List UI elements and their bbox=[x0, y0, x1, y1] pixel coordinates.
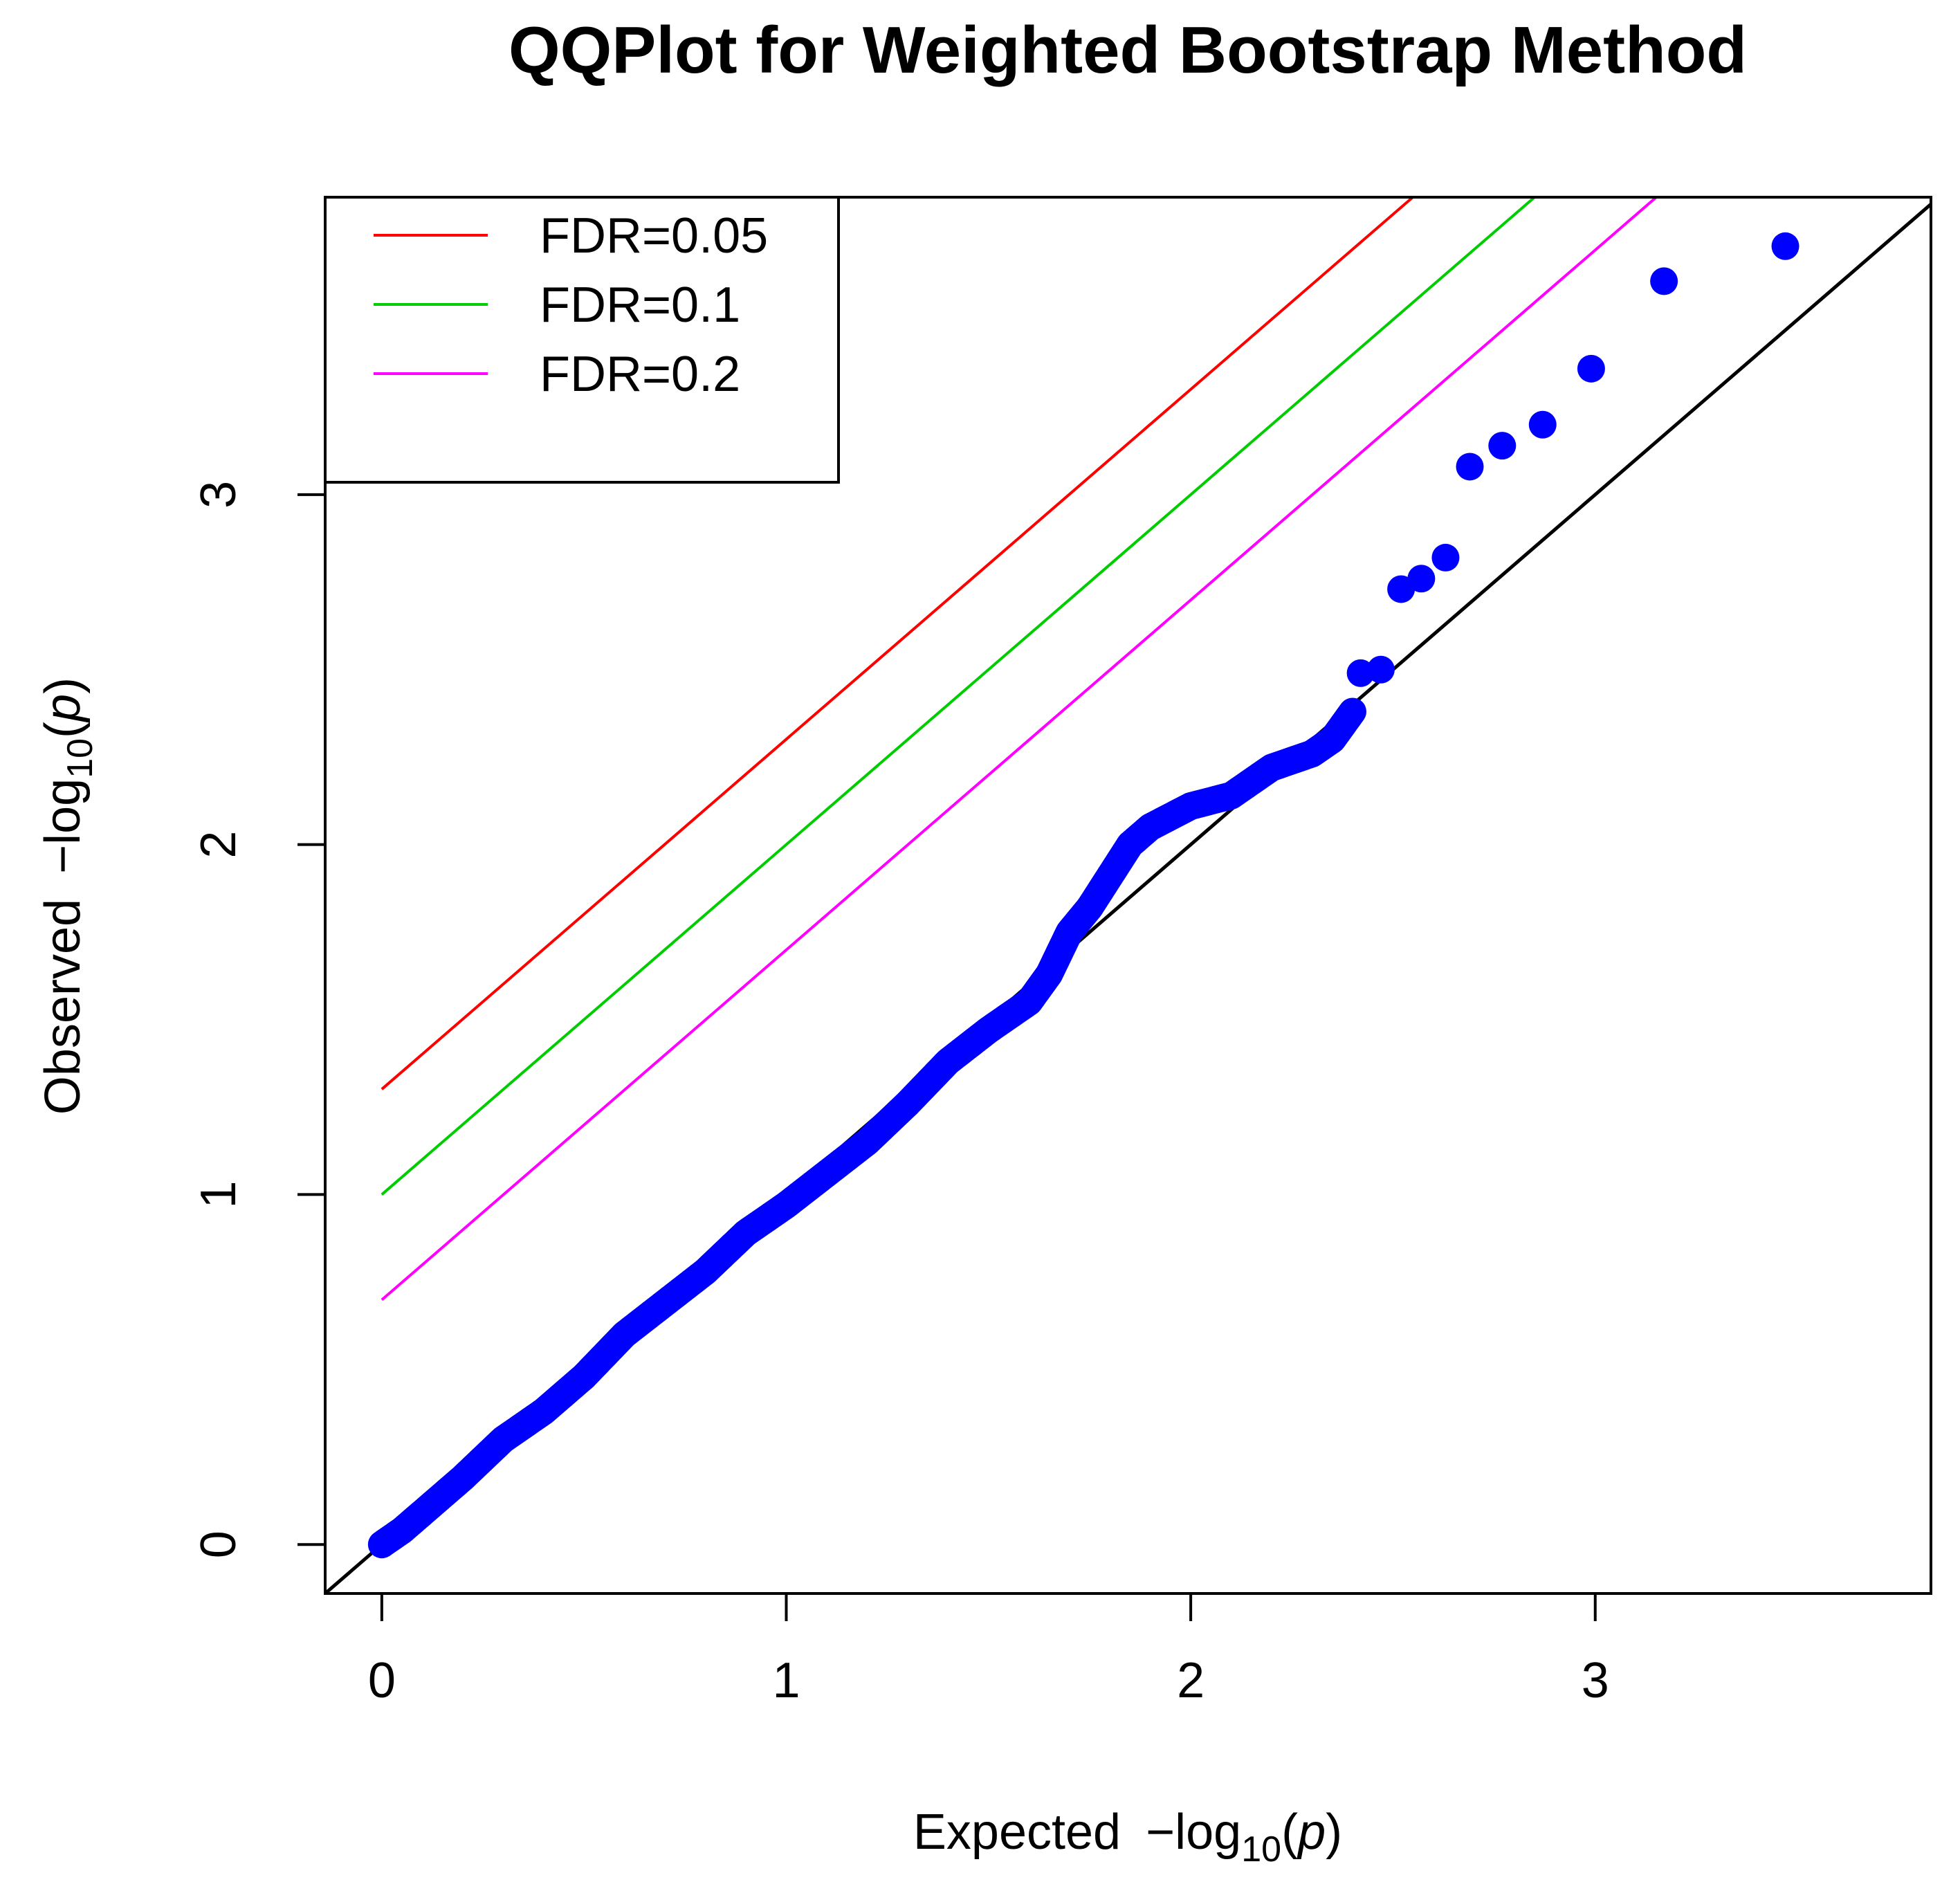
data-point bbox=[1407, 565, 1436, 593]
y-axis: 0 1 2 3 bbox=[191, 481, 327, 1558]
y-tick-label: 0 bbox=[191, 1531, 246, 1558]
data-point bbox=[1456, 453, 1484, 481]
data-points bbox=[367, 232, 1799, 1559]
fdr-lines bbox=[381, 197, 1659, 1301]
x-axis-label: Expected −log10(p) bbox=[913, 1805, 1342, 1870]
fdr-line-2 bbox=[381, 197, 1659, 1301]
y-tick-label: 1 bbox=[191, 1180, 246, 1208]
chart-title: QQPlot for Weighted Bootstrap Method bbox=[509, 13, 1747, 87]
legend: FDR=0.05 FDR=0.1 FDR=0.2 bbox=[324, 196, 840, 484]
legend-label: FDR=0.2 bbox=[540, 347, 740, 402]
data-point bbox=[1488, 432, 1517, 460]
x-tick-label: 3 bbox=[1582, 1653, 1609, 1708]
y-tick-label: 3 bbox=[191, 481, 246, 509]
legend-box bbox=[324, 196, 840, 484]
x-tick-label: 2 bbox=[1177, 1653, 1205, 1708]
x-tick-label: 0 bbox=[368, 1653, 396, 1708]
fdr-line-0 bbox=[381, 197, 1416, 1090]
y-axis-label: Observed−log10(p) bbox=[35, 677, 100, 1115]
data-point bbox=[1771, 232, 1799, 260]
data-point bbox=[1338, 697, 1366, 726]
data-point bbox=[1431, 543, 1460, 572]
x-tick-label: 1 bbox=[772, 1653, 800, 1708]
y-tick-label: 2 bbox=[191, 831, 246, 859]
data-point bbox=[1577, 354, 1605, 383]
data-point bbox=[1366, 655, 1395, 684]
legend-label: FDR=0.05 bbox=[540, 208, 768, 264]
fdr-line-1 bbox=[381, 197, 1537, 1196]
x-axis: 0 1 2 3 bbox=[368, 1592, 1609, 1708]
legend-label: FDR=0.1 bbox=[540, 277, 740, 333]
data-point bbox=[1650, 267, 1678, 295]
data-point bbox=[1528, 410, 1557, 439]
legend-items: FDR=0.05 FDR=0.1 FDR=0.2 bbox=[374, 208, 768, 402]
